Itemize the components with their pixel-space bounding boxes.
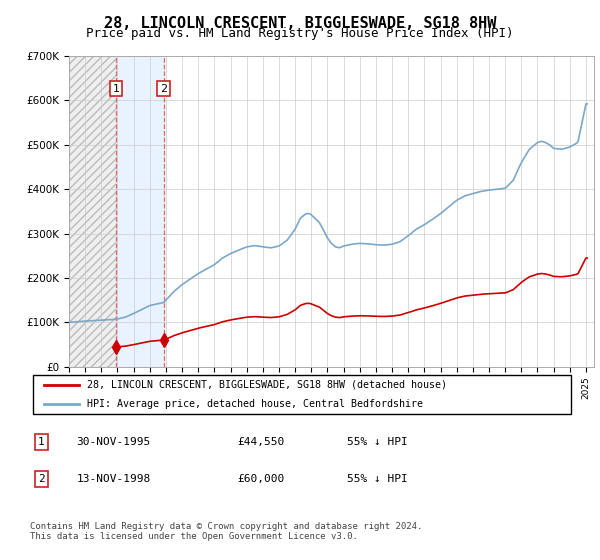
Text: £44,550: £44,550 — [238, 437, 285, 447]
Text: 55% ↓ HPI: 55% ↓ HPI — [347, 474, 407, 484]
Text: 28, LINCOLN CRESCENT, BIGGLESWADE, SG18 8HW (detached house): 28, LINCOLN CRESCENT, BIGGLESWADE, SG18 … — [88, 380, 448, 390]
Text: Contains HM Land Registry data © Crown copyright and database right 2024.
This d: Contains HM Land Registry data © Crown c… — [30, 522, 422, 542]
Text: 28, LINCOLN CRESCENT, BIGGLESWADE, SG18 8HW: 28, LINCOLN CRESCENT, BIGGLESWADE, SG18 … — [104, 16, 496, 31]
Text: 1: 1 — [38, 437, 45, 447]
Bar — [116, 56, 164, 367]
Text: HPI: Average price, detached house, Central Bedfordshire: HPI: Average price, detached house, Cent… — [88, 399, 424, 409]
Text: 1: 1 — [113, 83, 119, 94]
Bar — [69, 56, 116, 367]
Text: 13-NOV-1998: 13-NOV-1998 — [76, 474, 151, 484]
Bar — [69, 56, 116, 367]
Text: £60,000: £60,000 — [238, 474, 285, 484]
Text: Price paid vs. HM Land Registry's House Price Index (HPI): Price paid vs. HM Land Registry's House … — [86, 27, 514, 40]
Text: 2: 2 — [160, 83, 167, 94]
Text: 30-NOV-1995: 30-NOV-1995 — [76, 437, 151, 447]
Text: 2: 2 — [38, 474, 45, 484]
FancyBboxPatch shape — [33, 375, 571, 414]
Text: 55% ↓ HPI: 55% ↓ HPI — [347, 437, 407, 447]
